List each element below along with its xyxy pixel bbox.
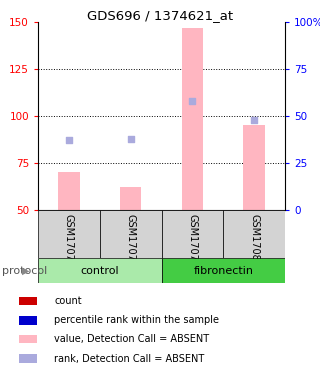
Point — [66, 138, 71, 144]
Bar — [223, 210, 285, 258]
Text: count: count — [54, 296, 82, 306]
Bar — [19, 297, 37, 305]
Bar — [162, 210, 223, 258]
Bar — [38, 210, 100, 258]
Text: percentile rank within the sample: percentile rank within the sample — [54, 315, 220, 325]
Point — [190, 98, 195, 104]
Bar — [243, 125, 265, 210]
Text: fibronectin: fibronectin — [193, 266, 253, 276]
Bar — [19, 354, 37, 363]
Text: GSM17078: GSM17078 — [126, 214, 136, 267]
Text: GSM17079: GSM17079 — [188, 214, 197, 267]
Point — [128, 135, 133, 141]
Bar — [100, 210, 162, 258]
Bar — [162, 258, 285, 283]
Bar — [58, 172, 80, 210]
Bar — [19, 316, 37, 324]
Bar — [38, 258, 162, 283]
Bar — [19, 335, 37, 343]
Bar — [120, 188, 141, 210]
Text: ▶: ▶ — [22, 266, 29, 276]
Point — [252, 117, 257, 123]
Text: protocol: protocol — [2, 266, 47, 276]
Text: value, Detection Call = ABSENT: value, Detection Call = ABSENT — [54, 334, 210, 344]
Text: control: control — [80, 266, 119, 276]
Text: GSM17080: GSM17080 — [249, 214, 259, 267]
Text: GDS696 / 1374621_at: GDS696 / 1374621_at — [87, 9, 233, 22]
Bar — [181, 28, 203, 210]
Text: rank, Detection Call = ABSENT: rank, Detection Call = ABSENT — [54, 354, 205, 363]
Text: GSM17077: GSM17077 — [64, 214, 74, 267]
